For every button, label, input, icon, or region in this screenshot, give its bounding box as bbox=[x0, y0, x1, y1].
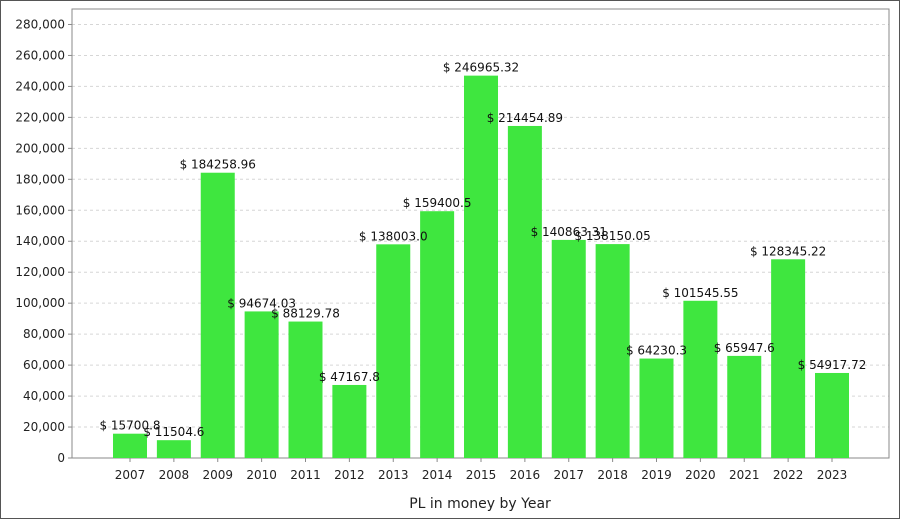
data-label-2015: $ 246965.32 bbox=[443, 61, 519, 75]
y-tick-label: 120,000 bbox=[15, 265, 65, 279]
bar-2023 bbox=[815, 372, 849, 458]
y-tick-label: 100,000 bbox=[15, 296, 65, 310]
x-tick-label: 2013 bbox=[378, 468, 409, 482]
data-label-2020: $ 101545.55 bbox=[662, 286, 738, 300]
bar-2021 bbox=[727, 355, 762, 458]
y-tick-label: 200,000 bbox=[15, 141, 65, 155]
data-label-2023: $ 54917.72 bbox=[798, 358, 867, 372]
axes: 0 20,000 40,000 60,000 80,000 100,000 120,000 1… bbox=[15, 8, 890, 482]
data-label-2017: $ 140863.31 bbox=[531, 225, 607, 239]
data-label-2014: $ 159400.5 bbox=[403, 196, 472, 210]
bar-2010 bbox=[244, 311, 279, 458]
y-tick-label: 140,000 bbox=[15, 234, 65, 248]
x-axis-title: PL in money by Year bbox=[409, 496, 551, 512]
x-tick-label: 2009 bbox=[202, 468, 233, 482]
x-tick-label: 2010 bbox=[246, 468, 277, 482]
bar-2018 bbox=[595, 244, 630, 458]
bar-2013 bbox=[376, 244, 411, 458]
x-tick-label: 2015 bbox=[466, 468, 497, 482]
data-label-2011: $ 88129.78 bbox=[271, 307, 340, 321]
data-label-2018: $ 138150.05 bbox=[574, 229, 650, 243]
bar-2016 bbox=[507, 125, 542, 459]
data-label-2012: $ 47167.8 bbox=[319, 370, 380, 384]
bar-2014 bbox=[420, 211, 455, 458]
y-tick-label: 180,000 bbox=[15, 172, 65, 186]
y-tick-label: 240,000 bbox=[15, 79, 65, 93]
data-label-2016: $ 214454.89 bbox=[487, 111, 563, 125]
bars bbox=[113, 75, 849, 459]
bar-2019 bbox=[639, 358, 674, 458]
x-tick-label: 2012 bbox=[334, 468, 365, 482]
x-tick-label: 2022 bbox=[773, 468, 804, 482]
x-tick-label: 2011 bbox=[290, 468, 321, 482]
y-tick-label: 160,000 bbox=[15, 203, 65, 217]
x-tick-label: 2018 bbox=[597, 468, 628, 482]
data-label-2007: $ 15700.8 bbox=[99, 419, 160, 433]
y-tick-label: 80,000 bbox=[23, 327, 65, 341]
data-label-2022: $ 128345.22 bbox=[750, 244, 826, 258]
data-label-2021: $ 65947.6 bbox=[714, 341, 775, 355]
y-tick-label: 60,000 bbox=[23, 358, 65, 372]
bar-2009 bbox=[200, 172, 235, 458]
bar-2008 bbox=[156, 440, 191, 458]
x-tick-label: 2014 bbox=[422, 468, 453, 482]
bar-2011 bbox=[288, 321, 323, 458]
data-label-2013: $ 138003.0 bbox=[359, 229, 428, 243]
y-tick-label: 20,000 bbox=[23, 420, 65, 434]
y-tick-label: 280,000 bbox=[15, 17, 65, 31]
x-tick-label: 2017 bbox=[553, 468, 584, 482]
y-tick-label: 220,000 bbox=[15, 110, 65, 124]
y-tick-label: 40,000 bbox=[23, 389, 65, 403]
bar-2022 bbox=[771, 259, 806, 458]
data-labels: $ 15700.8$ 11504.6$ 184258.96$ 94674.03$… bbox=[99, 61, 866, 440]
y-tick-label: 0 bbox=[57, 451, 65, 465]
x-tick-label: 2008 bbox=[159, 468, 190, 482]
bar-2012 bbox=[332, 384, 367, 458]
bar-2007 bbox=[113, 433, 147, 458]
y-tick-label: 260,000 bbox=[15, 48, 65, 62]
bar-2020 bbox=[683, 300, 718, 458]
x-tick-label: 2020 bbox=[685, 468, 716, 482]
data-label-2008: $ 11504.6 bbox=[143, 425, 204, 439]
x-tick-label: 2016 bbox=[510, 468, 541, 482]
x-tick-label: 2019 bbox=[641, 468, 672, 482]
data-label-2019: $ 64230.3 bbox=[626, 344, 687, 358]
bar-2017 bbox=[551, 239, 586, 458]
x-tick-label: 2021 bbox=[729, 468, 760, 482]
data-label-2010: $ 94674.03 bbox=[227, 296, 296, 310]
bar-2015 bbox=[464, 75, 498, 459]
data-label-2009: $ 184258.96 bbox=[180, 158, 256, 172]
x-tick-label: 2007 bbox=[115, 468, 146, 482]
x-tick-label: 2023 bbox=[817, 468, 848, 482]
